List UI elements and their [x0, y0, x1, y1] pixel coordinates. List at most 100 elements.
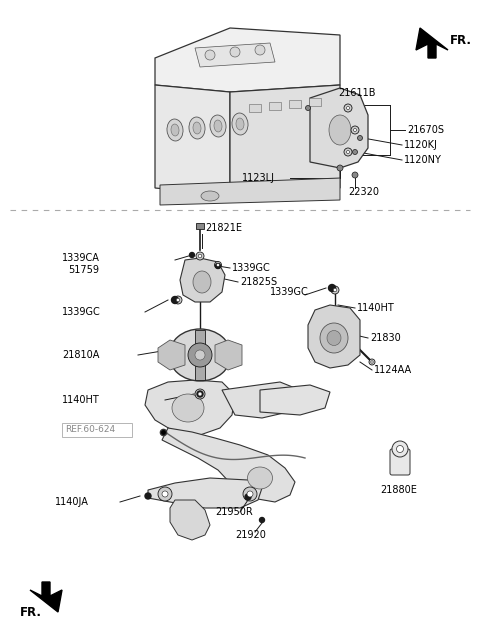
Circle shape — [162, 491, 168, 497]
Circle shape — [371, 361, 373, 363]
Circle shape — [337, 165, 343, 171]
Text: 21880E: 21880E — [380, 485, 417, 495]
Circle shape — [195, 350, 205, 360]
Text: 1339GC: 1339GC — [62, 307, 101, 317]
Circle shape — [216, 263, 220, 268]
Circle shape — [171, 297, 179, 304]
Bar — [196, 223, 204, 229]
Circle shape — [358, 135, 362, 141]
Circle shape — [243, 487, 257, 501]
Polygon shape — [416, 28, 448, 58]
Ellipse shape — [329, 115, 351, 145]
Polygon shape — [155, 28, 340, 92]
Circle shape — [347, 150, 349, 153]
Text: 21611B: 21611B — [338, 88, 375, 98]
Circle shape — [305, 105, 311, 110]
Circle shape — [197, 391, 203, 397]
Polygon shape — [145, 380, 235, 435]
Polygon shape — [308, 305, 360, 368]
Circle shape — [344, 148, 352, 156]
Text: 1120NY: 1120NY — [404, 155, 442, 165]
Text: 1140HT: 1140HT — [62, 395, 100, 405]
Text: FR.: FR. — [450, 33, 472, 46]
Bar — [249, 104, 261, 112]
Polygon shape — [148, 478, 262, 508]
Circle shape — [328, 284, 336, 291]
Circle shape — [215, 261, 221, 268]
Circle shape — [369, 359, 375, 365]
Circle shape — [344, 104, 352, 112]
Circle shape — [190, 252, 194, 257]
Text: 21950R: 21950R — [215, 507, 253, 517]
Ellipse shape — [193, 122, 201, 134]
Text: 21825S: 21825S — [240, 277, 277, 287]
Polygon shape — [160, 178, 340, 205]
Circle shape — [396, 446, 404, 453]
Polygon shape — [155, 85, 230, 195]
Circle shape — [255, 45, 265, 55]
Ellipse shape — [169, 329, 231, 381]
Polygon shape — [230, 85, 340, 195]
Text: 1120KJ: 1120KJ — [404, 140, 438, 150]
Text: 1339GC: 1339GC — [232, 263, 271, 273]
FancyBboxPatch shape — [390, 449, 410, 475]
Circle shape — [205, 50, 215, 60]
Polygon shape — [158, 340, 185, 370]
Circle shape — [247, 491, 253, 497]
Circle shape — [145, 493, 151, 499]
Text: 21920: 21920 — [235, 530, 266, 540]
Ellipse shape — [232, 113, 248, 135]
Circle shape — [198, 392, 202, 396]
Circle shape — [353, 128, 357, 132]
Ellipse shape — [193, 271, 211, 293]
Circle shape — [331, 286, 339, 294]
Text: 21810A: 21810A — [62, 350, 99, 360]
Ellipse shape — [320, 323, 348, 353]
Ellipse shape — [201, 191, 219, 201]
Bar — [309, 98, 321, 106]
Polygon shape — [222, 382, 298, 418]
Polygon shape — [30, 582, 62, 612]
Text: 1140JA: 1140JA — [55, 497, 89, 507]
Circle shape — [392, 441, 408, 457]
Ellipse shape — [189, 117, 205, 139]
Text: 21821E: 21821E — [205, 223, 242, 233]
Polygon shape — [260, 385, 330, 415]
Text: 1339GC: 1339GC — [270, 287, 309, 297]
Polygon shape — [170, 500, 210, 540]
Circle shape — [158, 487, 172, 501]
Circle shape — [196, 252, 204, 260]
Text: 1123LJ: 1123LJ — [242, 173, 275, 183]
Polygon shape — [162, 428, 295, 502]
Circle shape — [333, 288, 337, 292]
Ellipse shape — [167, 119, 183, 141]
Bar — [289, 100, 301, 108]
Ellipse shape — [236, 118, 244, 130]
Text: 21830: 21830 — [370, 333, 401, 343]
Circle shape — [352, 172, 358, 178]
Text: 22320: 22320 — [348, 187, 379, 197]
Bar — [195, 330, 205, 380]
Ellipse shape — [210, 115, 226, 137]
Polygon shape — [195, 43, 275, 67]
Text: 51759: 51759 — [68, 265, 99, 275]
Polygon shape — [180, 258, 225, 302]
Ellipse shape — [171, 124, 179, 136]
Polygon shape — [310, 88, 368, 168]
Ellipse shape — [214, 120, 222, 132]
Ellipse shape — [327, 331, 341, 345]
Ellipse shape — [172, 394, 204, 422]
Bar — [269, 102, 281, 110]
Circle shape — [347, 107, 349, 110]
Circle shape — [174, 296, 182, 304]
Circle shape — [195, 389, 205, 399]
Circle shape — [198, 254, 202, 258]
Circle shape — [260, 517, 264, 523]
Circle shape — [351, 126, 359, 134]
Circle shape — [188, 343, 212, 367]
Text: 21670S: 21670S — [407, 125, 444, 135]
Text: REF.60-624: REF.60-624 — [65, 426, 115, 435]
Text: 1140HT: 1140HT — [357, 303, 395, 313]
Ellipse shape — [248, 467, 273, 489]
Text: 1124AA: 1124AA — [374, 365, 412, 375]
